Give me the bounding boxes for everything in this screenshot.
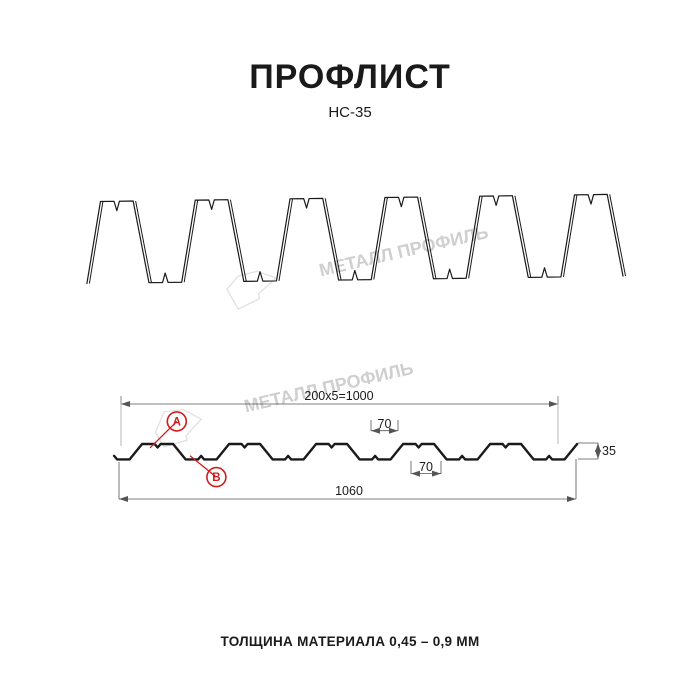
svg-text:МЕТАЛЛ ПРОФИЛЬ: МЕТАЛЛ ПРОФИЛЬ bbox=[242, 358, 415, 416]
svg-text:200x5=1000: 200x5=1000 bbox=[304, 389, 373, 403]
svg-text:B: B bbox=[212, 472, 220, 484]
svg-text:1060: 1060 bbox=[335, 484, 363, 498]
svg-text:70: 70 bbox=[378, 417, 392, 431]
svg-text:МЕТАЛЛ ПРОФИЛЬ: МЕТАЛЛ ПРОФИЛЬ bbox=[317, 222, 490, 280]
svg-text:A: A bbox=[173, 416, 181, 428]
svg-text:35: 35 bbox=[602, 444, 616, 458]
svg-text:70: 70 bbox=[419, 460, 433, 474]
